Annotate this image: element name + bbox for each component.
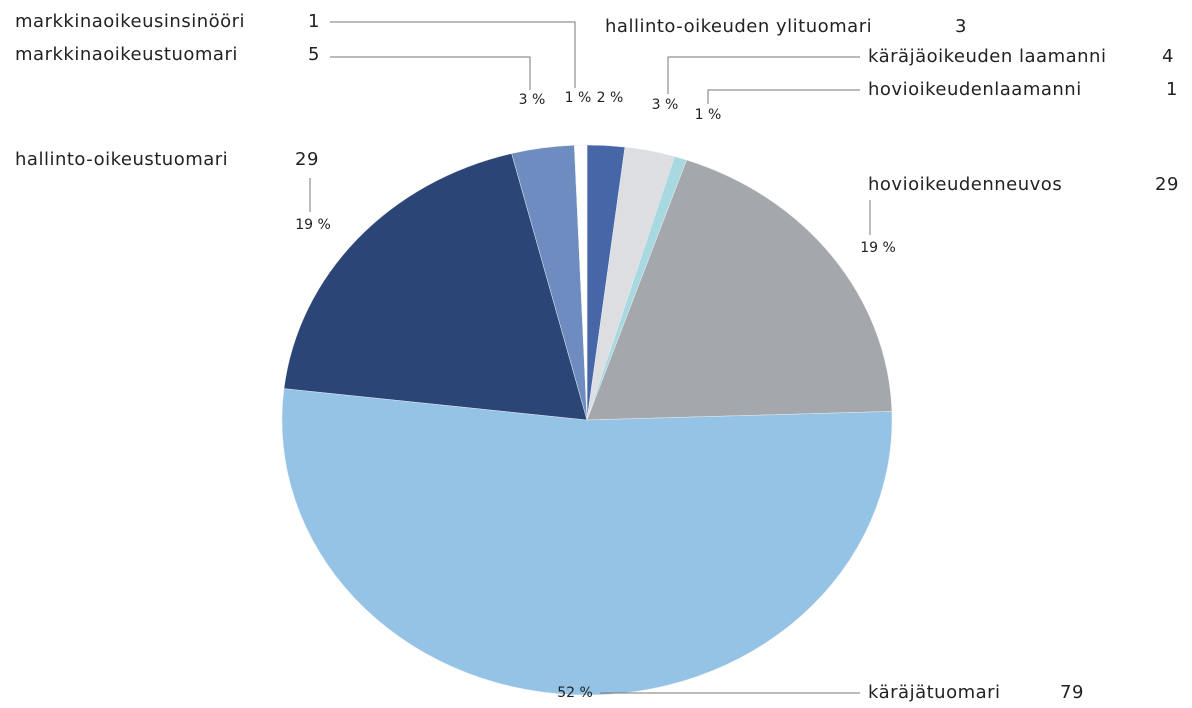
category-label: hovioikeudenlaamanni [868,79,1082,100]
value-label: 3 [955,16,967,37]
category-label: markkinaoikeustuomari [15,44,238,65]
category-label: käräjätuomari [868,682,1001,703]
percent-label: 3 % [652,97,679,113]
percent-label: 52 % [557,685,593,701]
percent-label: 1 % [695,107,722,123]
value-label: 29 [1155,174,1179,195]
category-label: hallinto-oikeustuomari [15,149,228,170]
leader-line [668,57,860,94]
value-label: 5 [308,44,320,65]
value-label: 1 [308,11,320,32]
category-label: markkinaoikeusinsinööri [15,11,245,32]
leader-line [330,22,575,88]
category-label: käräjäoikeuden laamanni [868,46,1106,67]
percent-label: 19 % [295,217,331,233]
value-label: 4 [1162,46,1174,67]
percent-label: 3 % [519,92,546,108]
pie-slice [282,389,892,695]
leader-line [330,57,530,90]
chart: hallinto-oikeuden ylituomari 3 2 % käräjäoi… [0,0,1192,708]
value-label: 79 [1060,682,1084,703]
category-label: hovioikeudenneuvos [868,174,1062,195]
percent-label: 1 % [565,90,592,106]
category-label: hallinto-oikeuden ylituomari [605,16,872,37]
value-label: 1 [1166,79,1178,100]
percent-label: 19 % [860,240,896,256]
percent-label: 2 % [597,90,624,106]
leader-line [708,90,860,104]
value-label: 29 [295,149,319,170]
